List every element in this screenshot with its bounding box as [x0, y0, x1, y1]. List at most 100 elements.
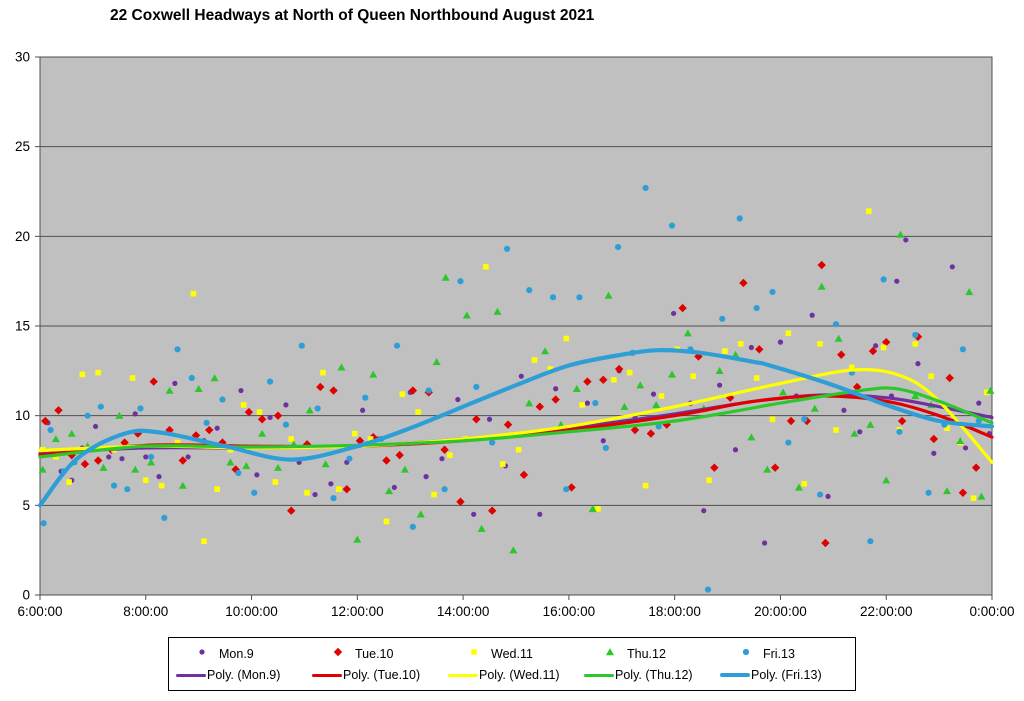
- diamond-marker: [678, 303, 687, 313]
- square-marker: [142, 477, 149, 484]
- square-marker: [256, 409, 263, 415]
- dot-marker: [736, 215, 743, 222]
- legend-item-poly-mon-9-: Poly. (Mon.9): [175, 668, 311, 682]
- square-marker: [658, 393, 665, 399]
- dot-marker: [110, 482, 118, 489]
- diamond-marker: [583, 377, 592, 386]
- square-marker: [304, 489, 310, 496]
- diamond-marker: [929, 434, 939, 444]
- dot-marker: [549, 294, 557, 301]
- dot-marker: [97, 403, 104, 410]
- square-marker: [642, 482, 649, 489]
- diamond-marker: [958, 488, 968, 497]
- dot-small-marker: [537, 511, 543, 517]
- triangle-marker: [321, 460, 330, 468]
- square-marker: [158, 482, 165, 489]
- dot-small-marker: [962, 445, 969, 451]
- square-marker: [579, 402, 585, 408]
- dot-small-marker: [471, 511, 477, 517]
- dot-small-marker: [650, 391, 657, 397]
- diamond-marker: [316, 382, 325, 392]
- dot-small-marker: [732, 447, 739, 453]
- square-marker: [288, 436, 295, 442]
- x-tick-label: 12:00:00: [331, 604, 384, 619]
- square-marker: [95, 369, 101, 376]
- triangle-marker: [258, 429, 267, 437]
- dot-small-marker: [717, 382, 723, 388]
- legend-item-wed-11: Wed.11: [447, 646, 583, 661]
- dot-marker: [753, 304, 760, 312]
- triangle-marker: [956, 436, 965, 444]
- x-tick-label: 20:00:00: [754, 604, 807, 619]
- x-tick-label: 6:00:00: [17, 604, 62, 619]
- dot-small-marker: [254, 472, 260, 478]
- diamond-marker: [599, 375, 608, 384]
- dot-small-marker: [894, 278, 900, 284]
- square-marker: [190, 290, 197, 297]
- triangle-marker: [147, 458, 156, 466]
- trendline-legend-icon: [719, 668, 751, 682]
- legend-label: Poly. (Wed.11): [479, 667, 560, 682]
- dot-marker: [137, 405, 144, 412]
- dot-small-marker: [199, 649, 205, 655]
- square-marker: [737, 341, 744, 347]
- triangle-marker: [432, 357, 441, 366]
- x-tick-label: 10:00:00: [225, 604, 278, 619]
- square-marker: [563, 335, 570, 342]
- dot-small-marker: [976, 400, 982, 406]
- diamond-marker: [408, 386, 418, 395]
- dot-marker: [817, 491, 824, 498]
- dot-marker: [655, 423, 662, 430]
- triangle-marker: [986, 386, 995, 394]
- square-marker: [415, 409, 421, 415]
- dot-marker: [489, 439, 496, 446]
- square-marker: [66, 479, 72, 485]
- triangle-marker: [477, 524, 486, 532]
- square-marker: [706, 477, 712, 484]
- triangle-marker: [668, 370, 677, 378]
- legend-label: Mon.9: [219, 646, 254, 661]
- dot-marker: [614, 243, 622, 251]
- dot-marker: [47, 426, 54, 434]
- triangle-marker: [943, 487, 952, 495]
- dot-small-marker: [600, 438, 606, 444]
- dot-marker: [188, 374, 195, 382]
- x-tick-label: 0:00:00: [969, 604, 1014, 619]
- square-marker: [515, 446, 522, 453]
- dot-marker: [147, 453, 155, 461]
- triangle-marker: [620, 402, 629, 410]
- diamond-marker: [646, 429, 656, 438]
- triangle-marker: [977, 492, 986, 500]
- triangle-marker: [794, 483, 803, 491]
- square-marker: [351, 430, 358, 437]
- dot-marker: [896, 428, 903, 435]
- dot-small-legend-icon: [185, 646, 219, 661]
- square-marker: [690, 373, 696, 380]
- dot-marker: [40, 520, 47, 527]
- dot-marker: [602, 444, 610, 452]
- diamond-legend-icon: [321, 646, 355, 661]
- dot-marker: [563, 486, 570, 493]
- triangle-marker: [747, 433, 756, 441]
- triangle-marker: [763, 465, 772, 473]
- dot-marker: [801, 416, 808, 423]
- trendline-legend-icon: [583, 668, 615, 682]
- square-marker: [928, 373, 934, 380]
- square-marker: [944, 425, 950, 432]
- square-marker: [912, 341, 919, 347]
- y-tick-label: 5: [22, 498, 30, 513]
- diamond-marker: [503, 420, 513, 429]
- square-marker: [499, 461, 506, 467]
- dot-marker: [346, 455, 353, 462]
- x-tick-label: 18:00:00: [648, 604, 701, 619]
- dot-marker: [84, 412, 91, 419]
- triangle-marker: [493, 307, 502, 315]
- diamond-marker: [662, 420, 671, 429]
- square-marker: [801, 481, 808, 487]
- diamond-marker: [257, 415, 267, 424]
- diamond-marker: [205, 425, 214, 435]
- dot-small-marker: [671, 310, 677, 317]
- diamond-marker: [395, 450, 404, 460]
- triangle-marker: [572, 384, 581, 392]
- diamond-marker: [519, 470, 529, 480]
